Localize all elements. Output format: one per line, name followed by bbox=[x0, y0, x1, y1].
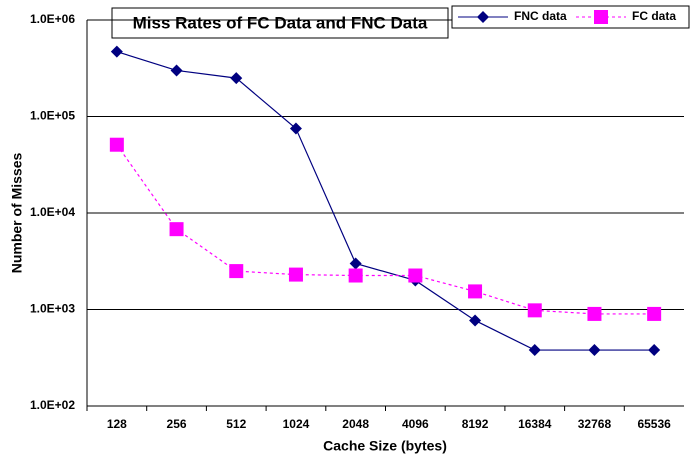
marker bbox=[230, 72, 243, 85]
y-tick-label: 1.0E+03 bbox=[30, 302, 75, 316]
marker bbox=[408, 268, 423, 283]
marker bbox=[468, 284, 483, 299]
x-tick-label: 16384 bbox=[518, 417, 552, 431]
x-tick-label: 1024 bbox=[283, 417, 310, 431]
x-tick-label: 256 bbox=[167, 417, 187, 431]
marker bbox=[647, 306, 662, 321]
chart-title: Miss Rates of FC Data and FNC Data bbox=[133, 13, 428, 32]
y-tick-label: 1.0E+05 bbox=[30, 109, 75, 123]
x-tick-label: 4096 bbox=[402, 417, 429, 431]
x-axis-label: Cache Size (bytes) bbox=[323, 438, 447, 454]
legend-label: FNC data bbox=[514, 9, 567, 23]
x-tick-label: 65536 bbox=[637, 417, 671, 431]
marker bbox=[477, 11, 489, 23]
y-axis-label: Number of Misses bbox=[9, 152, 25, 273]
marker bbox=[469, 314, 482, 327]
marker bbox=[109, 137, 124, 152]
marker bbox=[349, 257, 362, 270]
marker bbox=[229, 264, 244, 279]
marker bbox=[527, 303, 542, 318]
x-tick-label: 8192 bbox=[462, 417, 489, 431]
x-tick-label: 128 bbox=[107, 417, 127, 431]
y-tick-label: 1.0E+06 bbox=[30, 12, 75, 26]
series-line bbox=[116, 51, 655, 351]
y-tick-label: 1.0E+02 bbox=[30, 398, 75, 412]
marker bbox=[528, 344, 541, 357]
marker bbox=[288, 267, 303, 282]
marker bbox=[348, 268, 363, 283]
y-tick-label: 1.0E+04 bbox=[30, 205, 75, 219]
title-box bbox=[111, 7, 449, 39]
series-line bbox=[116, 144, 655, 315]
legend-box bbox=[451, 5, 690, 29]
x-tick-label: 2048 bbox=[342, 417, 369, 431]
marker bbox=[594, 10, 608, 24]
marker bbox=[110, 45, 123, 58]
marker bbox=[648, 344, 661, 357]
legend-label: FC data bbox=[632, 9, 676, 23]
marker bbox=[587, 306, 602, 321]
x-tick-label: 32768 bbox=[578, 417, 612, 431]
marker bbox=[170, 64, 183, 77]
marker bbox=[588, 344, 601, 357]
marker bbox=[289, 122, 302, 135]
x-tick-label: 512 bbox=[226, 417, 246, 431]
marker bbox=[169, 222, 184, 237]
